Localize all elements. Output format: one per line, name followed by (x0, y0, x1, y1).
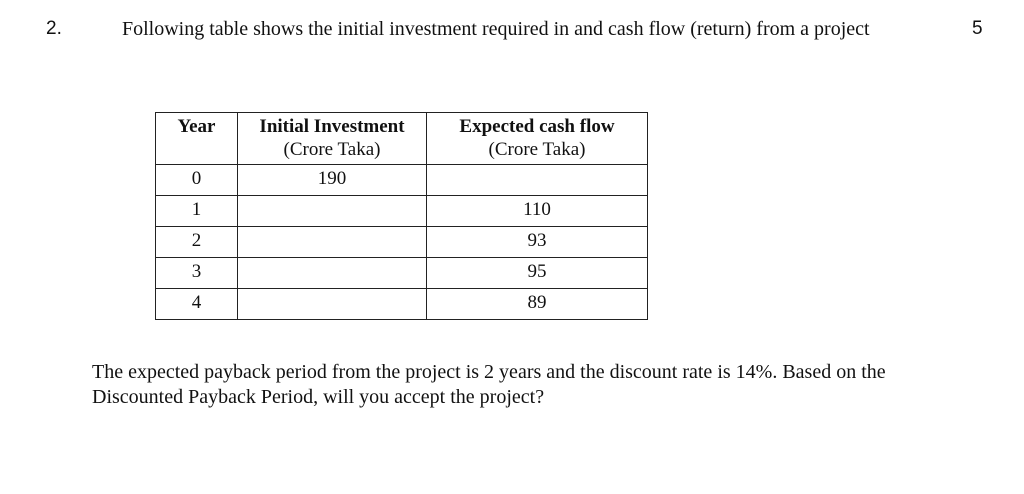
cell-year: 2 (156, 227, 238, 258)
cell-initial-investment (238, 289, 427, 320)
header-initial-investment-title: Initial Investment (259, 116, 404, 137)
header-year-title: Year (178, 116, 216, 137)
cell-initial-investment: 190 (238, 165, 427, 196)
header-initial-investment-unit: (Crore Taka) (238, 138, 426, 161)
closing-question: The expected payback period from the pro… (92, 360, 952, 410)
cell-year: 0 (156, 165, 238, 196)
cell-initial-investment (238, 227, 427, 258)
header-year: Year (156, 113, 238, 165)
cell-year: 3 (156, 258, 238, 289)
question-marks: 5 (972, 18, 983, 40)
table-header-row: Year Initial Investment (Crore Taka) Exp… (156, 113, 648, 165)
cell-expected-cash-flow: 110 (427, 196, 648, 227)
cell-initial-investment (238, 258, 427, 289)
header-expected-cash-flow-unit: (Crore Taka) (427, 138, 647, 161)
cell-expected-cash-flow: 93 (427, 227, 648, 258)
table-row: 4 89 (156, 289, 648, 320)
table-row: 1 110 (156, 196, 648, 227)
cell-expected-cash-flow (427, 165, 648, 196)
header-expected-cash-flow: Expected cash flow (Crore Taka) (427, 113, 648, 165)
cell-expected-cash-flow: 95 (427, 258, 648, 289)
cell-year: 1 (156, 196, 238, 227)
table-row: 0 190 (156, 165, 648, 196)
table-row: 2 93 (156, 227, 648, 258)
cell-year: 4 (156, 289, 238, 320)
table-row: 3 95 (156, 258, 648, 289)
question-number: 2. (46, 18, 62, 40)
cell-initial-investment (238, 196, 427, 227)
header-expected-cash-flow-title: Expected cash flow (459, 116, 614, 137)
cash-flow-table: Year Initial Investment (Crore Taka) Exp… (155, 112, 648, 320)
header-initial-investment: Initial Investment (Crore Taka) (238, 113, 427, 165)
question-text: Following table shows the initial invest… (122, 18, 870, 41)
cell-expected-cash-flow: 89 (427, 289, 648, 320)
